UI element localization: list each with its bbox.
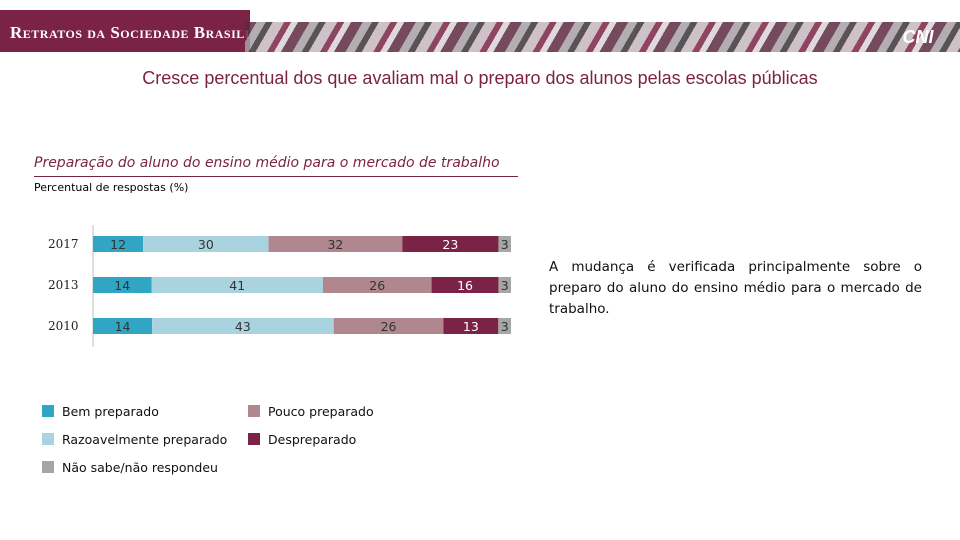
legend-label: Despreparado [268,432,357,447]
chart-subtitle: Preparação do aluno do ensino médio para… [34,155,500,171]
bar-segment [151,277,323,293]
legend-swatch [42,461,54,473]
legend-item: Não sabe/não respondeu [42,460,218,475]
data-label: 3 [501,278,509,293]
data-label: 13 [463,319,479,334]
data-label: 26 [369,278,385,293]
data-label: 3 [501,319,509,334]
legend-label: Não sabe/não respondeu [62,460,218,475]
commentary-text: A mudança é verificada principalmente so… [549,259,922,317]
page-title: Cresce percentual dos que avaliam mal o … [142,68,818,88]
data-label: 23 [442,237,458,252]
legend-swatch [248,405,260,417]
legend-label: Pouco preparado [268,404,374,419]
decorative-stripes [245,22,960,52]
legend-label: Bem preparado [62,404,159,419]
bar-segment [498,236,511,252]
bar-segment [93,277,152,293]
brand-title: Retratos da Sociedade Brasileira [10,23,277,42]
cni-logo: CNI [902,27,934,47]
category-label: 2017 [48,237,79,251]
bar-segment [402,236,499,252]
data-label: 41 [229,278,245,293]
category-label: 2010 [48,319,79,333]
data-label: 26 [381,319,397,334]
legend-swatch [42,405,54,417]
data-label: 43 [235,319,251,334]
bar-segment [268,236,403,252]
legend-swatch [248,433,260,445]
legend-label: Razoavelmente preparado [62,432,228,447]
bar-segment [93,236,144,252]
data-label: 3 [501,237,509,252]
bar-segment [143,236,269,252]
stacked-bar-chart: 2017 12 30 32 23 3 2013 14 41 26 16 3 2010 14 43 26 13 3 [48,225,511,347]
data-label: 30 [198,237,214,252]
legend-item: Razoavelmente preparado [42,432,227,447]
data-label: 32 [327,237,343,252]
bar-segment [498,277,511,293]
legend-swatch [42,433,54,445]
data-label: 12 [110,237,126,252]
category-label: 2013 [48,278,79,292]
bar-segment [93,318,153,334]
legend-item: Bem preparado [42,404,159,419]
brand-box [0,10,250,52]
data-label: 14 [115,319,131,334]
bar-segment [333,318,444,334]
bar-segment [322,277,432,293]
bar-segment [152,318,334,334]
legend-item: Pouco preparado [248,404,374,419]
subtitle-divider [34,176,518,177]
bar-segment [443,318,499,334]
chart-ylabel: Percentual de respostas (%) [34,181,189,194]
bar-segment [498,318,511,334]
data-label: 14 [114,278,130,293]
header-banner: Retratos da Sociedade Brasileira CNI [0,0,960,52]
data-label: 16 [457,278,473,293]
legend-item: Despreparado [248,432,356,447]
bar-segment [431,277,499,293]
